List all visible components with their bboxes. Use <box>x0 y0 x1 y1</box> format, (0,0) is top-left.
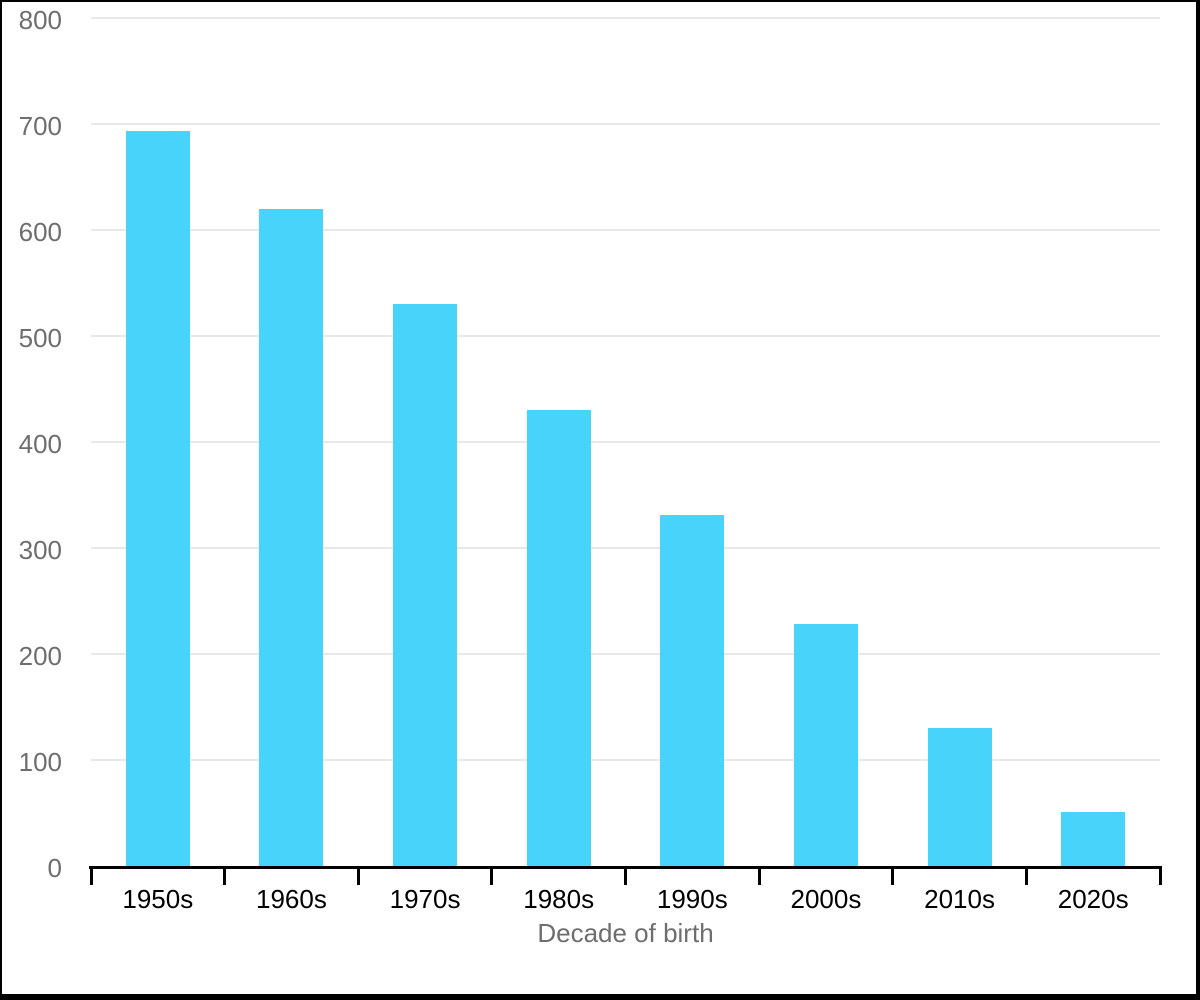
x-tick-mark <box>757 866 761 885</box>
gridline-800 <box>91 17 1160 19</box>
x-tick-mark <box>356 866 360 885</box>
y-tick-label-500: 500 <box>18 323 62 353</box>
x-tick-mark <box>223 866 227 885</box>
x-tick-label-1970s: 1970s <box>389 884 461 914</box>
y-tick-label-0: 0 <box>47 853 62 883</box>
y-tick-label-800: 800 <box>18 5 62 35</box>
bar-1990s <box>660 515 725 866</box>
gridline-100 <box>91 759 1160 761</box>
gridline-200 <box>91 653 1160 655</box>
x-tick-label-1950s: 1950s <box>122 884 194 914</box>
gridline-400 <box>91 441 1160 443</box>
x-tick-label-2020s: 2020s <box>1057 884 1129 914</box>
x-tick-label-1990s: 1990s <box>656 884 728 914</box>
gridline-700 <box>91 123 1160 125</box>
bar-1980s <box>526 410 591 866</box>
x-tick-mark <box>1158 866 1162 885</box>
gridline-300 <box>91 547 1160 549</box>
bar-2000s <box>793 624 858 866</box>
x-tick-mark <box>624 866 627 885</box>
y-tick-label-200: 200 <box>18 641 62 671</box>
x-tick-label-2000s: 2000s <box>790 884 862 914</box>
y-tick-label-400: 400 <box>18 429 62 459</box>
y-tick-label-700: 700 <box>18 111 62 141</box>
x-tick-mark <box>490 866 494 885</box>
y-tick-label-600: 600 <box>18 217 62 247</box>
gridline-600 <box>91 229 1160 231</box>
bar-1970s <box>393 304 458 866</box>
gridline-500 <box>91 335 1160 337</box>
x-tick-mark <box>891 866 895 885</box>
x-axis-title: Decade of birth <box>537 918 714 948</box>
bar-1950s <box>125 131 190 866</box>
x-tick-mark <box>89 866 93 885</box>
bar-2010s <box>927 728 992 866</box>
x-tick-mark <box>1024 866 1028 885</box>
y-tick-label-300: 300 <box>18 535 62 565</box>
bar-1960s <box>259 208 324 866</box>
bar-2020s <box>1061 811 1126 866</box>
x-tick-label-1960s: 1960s <box>256 884 327 914</box>
x-tick-label-1980s: 1980s <box>523 884 595 914</box>
x-tick-label-2010s: 2010s <box>924 884 995 914</box>
y-tick-label-100: 100 <box>18 747 62 777</box>
